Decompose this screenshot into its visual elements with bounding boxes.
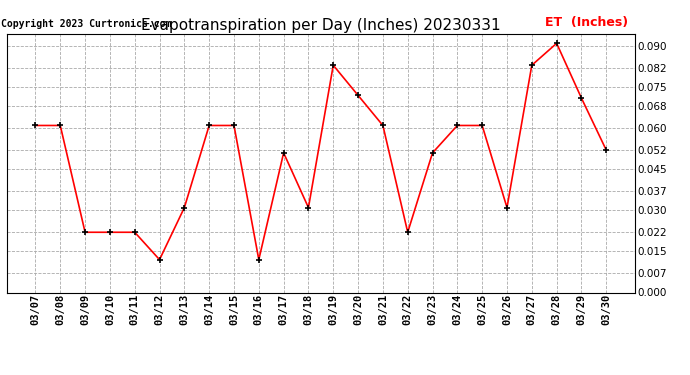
Title: Evapotranspiration per Day (Inches) 20230331: Evapotranspiration per Day (Inches) 2023… [141, 18, 501, 33]
Text: Copyright 2023 Curtronics.com: Copyright 2023 Curtronics.com [1, 18, 171, 28]
Text: ET  (Inches): ET (Inches) [545, 16, 629, 28]
